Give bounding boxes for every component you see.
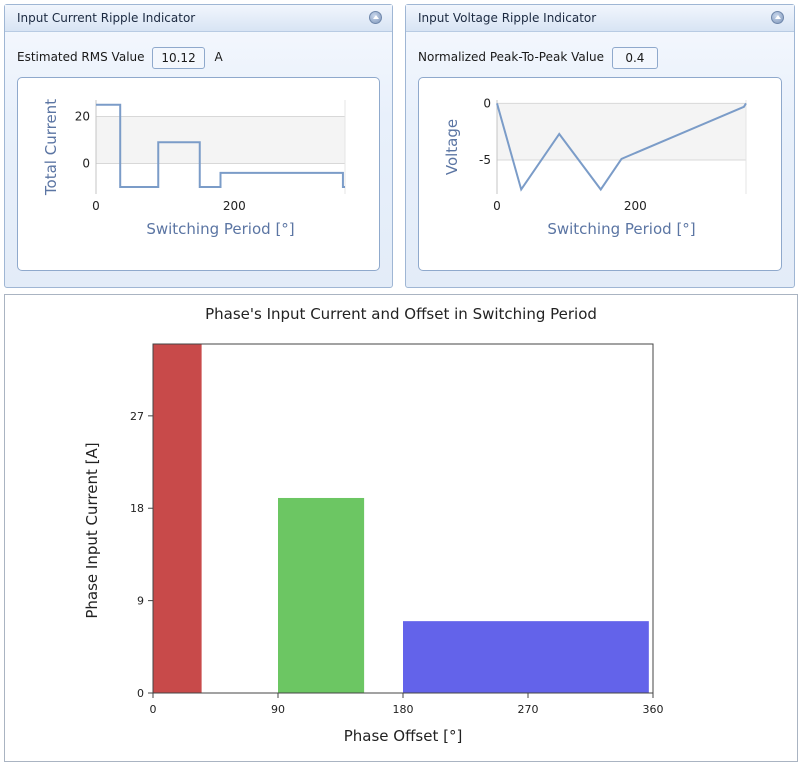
collapse-icon[interactable] — [771, 11, 784, 24]
x-tick-label: 180 — [393, 703, 414, 716]
panel-title: Input Current Ripple Indicator — [17, 11, 196, 25]
rms-value-row: Estimated RMS Value 10.12 A — [17, 45, 223, 69]
input-current-ripple-header: Input Current Ripple Indicator — [5, 5, 392, 32]
chart-title: Phase's Input Current and Offset in Swit… — [205, 305, 597, 323]
shaded-band — [497, 103, 746, 161]
collapse-icon[interactable] — [369, 11, 382, 24]
x-axis-label: Switching Period [°] — [547, 220, 695, 238]
y-tick-label: -5 — [479, 153, 491, 167]
y-axis-label: Phase Input Current [A] — [83, 442, 101, 618]
y-tick-label: 9 — [137, 595, 144, 608]
y-tick-label: 0 — [483, 96, 491, 110]
x-tick-label: 0 — [493, 199, 501, 213]
x-tick-label: 360 — [643, 703, 664, 716]
y-tick-label: 0 — [137, 687, 144, 700]
peak-to-peak-row: Normalized Peak-To-Peak Value 0.4 — [418, 45, 658, 69]
x-tick-label: 270 — [518, 703, 539, 716]
x-axis-label: Phase Offset [°] — [344, 727, 463, 745]
peak-to-peak-field[interactable]: 0.4 — [611, 46, 658, 69]
x-tick-label: 90 — [271, 703, 285, 716]
bar — [403, 621, 649, 693]
y-tick-label: 18 — [130, 502, 144, 515]
rms-value-label: Estimated RMS Value — [17, 50, 145, 64]
series-line — [496, 102, 747, 192]
x-tick-label: 200 — [624, 199, 647, 213]
input-current-ripple-panel: Input Current Ripple Indicator Estimated… — [4, 4, 393, 288]
input-voltage-ripple-header: Input Voltage Ripple Indicator — [406, 5, 794, 32]
x-tick-label: 0 — [92, 199, 100, 213]
rms-unit-label: A — [214, 50, 223, 64]
series-line — [96, 103, 345, 188]
shaded-band — [96, 116, 345, 164]
y-tick-label: 20 — [75, 109, 90, 123]
y-tick-label: 0 — [82, 156, 90, 170]
y-axis-label: Voltage — [443, 119, 461, 175]
total-current-chart: 0 20 0 200 Switching Period [°] Total Current — [17, 77, 380, 271]
voltage-chart-svg: 0 -5 0 200 Switching Period [°] Voltage — [443, 96, 747, 238]
y-tick-label: 27 — [130, 410, 144, 423]
x-axis-label: Switching Period [°] — [146, 220, 294, 238]
phase-current-chart-svg: Phase's Input Current and Offset in Swit… — [83, 305, 664, 745]
panel-title: Input Voltage Ripple Indicator — [418, 11, 597, 25]
rms-value-field[interactable]: 10.12 — [152, 46, 205, 69]
peak-to-peak-label: Normalized Peak-To-Peak Value — [418, 50, 605, 64]
x-tick-label: 0 — [150, 703, 157, 716]
phase-current-panel: Phase's Input Current and Offset in Swit… — [4, 294, 798, 762]
y-axis-label: Total Current — [42, 99, 60, 196]
input-voltage-ripple-panel: Input Voltage Ripple Indicator Normalize… — [405, 4, 795, 288]
bar — [153, 344, 202, 693]
voltage-chart: 0 -5 0 200 Switching Period [°] Voltage — [418, 77, 782, 271]
x-tick-label: 200 — [223, 199, 246, 213]
bar — [278, 497, 365, 693]
